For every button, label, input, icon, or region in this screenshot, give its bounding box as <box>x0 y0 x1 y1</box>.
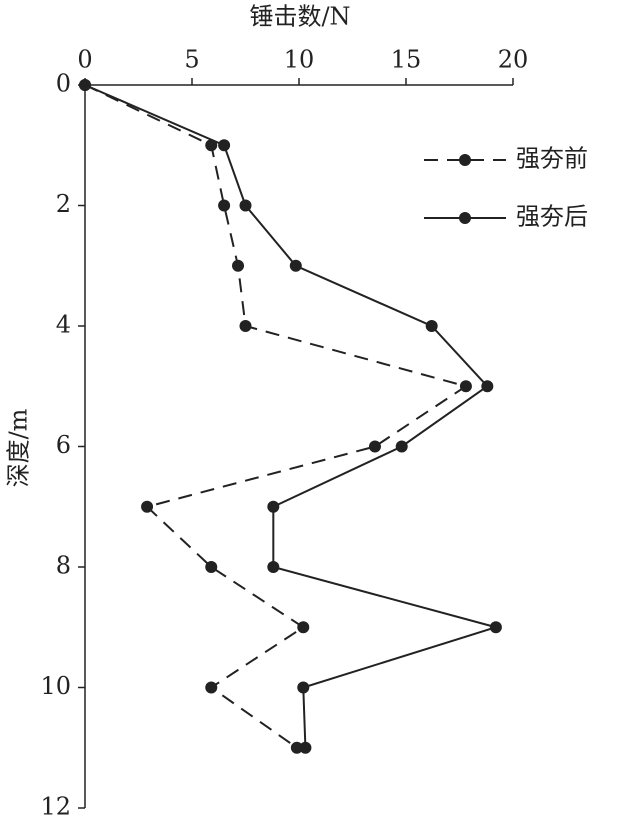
legend-label: 强夯后 <box>516 203 588 231</box>
y-tick-label: 0 <box>56 70 71 98</box>
marker <box>290 741 303 754</box>
marker <box>205 139 218 152</box>
marker <box>267 561 280 573</box>
series-line <box>84 84 500 748</box>
marker <box>218 139 231 152</box>
x-tick-label: 10 <box>284 46 315 74</box>
marker <box>289 259 302 272</box>
legend-marker <box>459 154 471 166</box>
y-tick-label: 12 <box>40 793 71 821</box>
legend-marker <box>459 212 471 224</box>
marker <box>368 440 381 453</box>
x-tick-label: 20 <box>498 46 529 74</box>
y-tick-label: 2 <box>56 190 71 218</box>
y-tick-label: 4 <box>56 311 71 339</box>
marker <box>297 621 310 634</box>
x-axis-title: 锤击数/N <box>249 3 350 31</box>
marker <box>141 500 154 513</box>
x-tick-label: 15 <box>391 46 422 74</box>
marker <box>232 259 245 272</box>
marker <box>489 621 502 634</box>
marker <box>459 380 472 393</box>
marker <box>297 681 310 694</box>
marker <box>267 500 280 513</box>
marker <box>481 380 494 393</box>
marker <box>218 199 231 212</box>
marker <box>205 681 218 694</box>
marker <box>239 320 252 332</box>
marker <box>79 79 91 91</box>
legend-label: 强夯前 <box>516 145 588 173</box>
y-tick-label: 10 <box>40 672 71 700</box>
x-tick-label: 5 <box>184 46 199 74</box>
marker <box>239 199 252 212</box>
series-line <box>84 84 469 749</box>
marker <box>205 561 218 573</box>
x-tick-label: 0 <box>77 46 92 74</box>
y-tick-label: 6 <box>56 431 71 459</box>
marker <box>299 741 312 754</box>
y-axis-title: 深度/m <box>5 408 33 487</box>
y-tick-label: 8 <box>56 552 71 580</box>
marker <box>425 320 438 332</box>
marker <box>395 440 408 453</box>
